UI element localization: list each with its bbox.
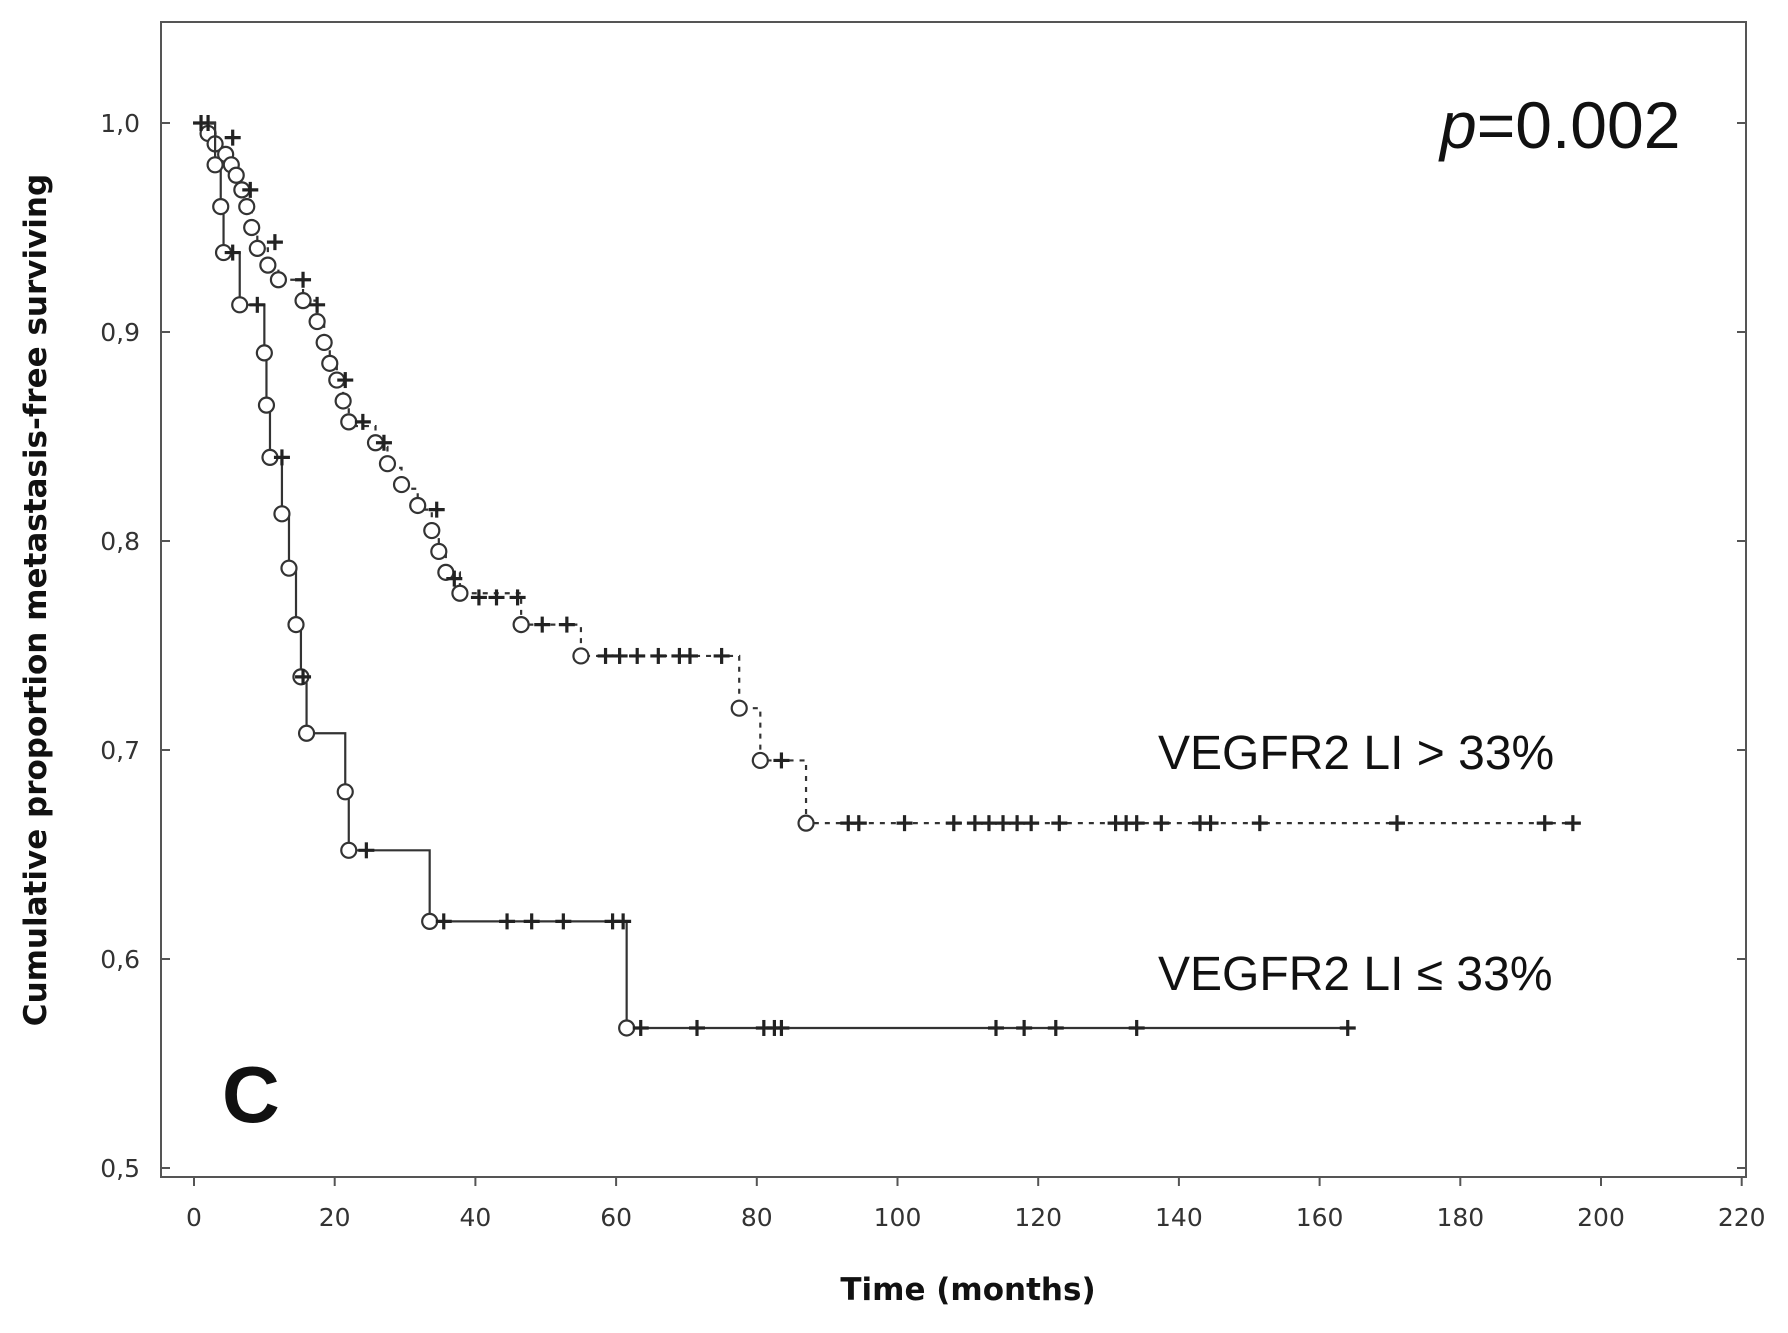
event-marker xyxy=(430,542,448,561)
x-tick-label: 40 xyxy=(459,1203,491,1232)
y-tick-label: 0,8 xyxy=(100,527,140,556)
event-marker xyxy=(409,496,427,515)
event-marker xyxy=(572,647,590,665)
x-tick-label: 0 xyxy=(186,1203,202,1232)
event-marker xyxy=(392,475,411,494)
y-tick-label: 0,7 xyxy=(100,736,140,765)
event-marker xyxy=(269,271,288,289)
event-marker xyxy=(321,354,339,372)
event-marker xyxy=(751,751,769,770)
panel-label: C xyxy=(222,1050,280,1139)
series-layer xyxy=(193,115,1581,1037)
x-tick-label: 100 xyxy=(874,1203,922,1232)
event-marker xyxy=(273,505,291,523)
x-tick-label: 200 xyxy=(1577,1203,1625,1232)
event-marker xyxy=(206,156,224,174)
x-tick-label: 180 xyxy=(1436,1203,1484,1232)
event-marker xyxy=(259,256,277,274)
x-tick-label: 20 xyxy=(319,1203,351,1232)
event-marker xyxy=(797,814,815,832)
event-marker xyxy=(421,912,439,930)
y-tick-label: 0,6 xyxy=(100,945,140,974)
y-tick-label: 0,9 xyxy=(100,318,140,347)
x-tick-label: 60 xyxy=(600,1203,632,1232)
event-marker xyxy=(378,455,397,473)
event-marker xyxy=(423,521,441,540)
p-value-text: =0.002 xyxy=(1477,88,1681,162)
event-marker xyxy=(336,783,354,801)
event-marker xyxy=(315,333,333,352)
x-axis: 0 20 40 60 80 100 120 140 160 180 200 220 xyxy=(186,1177,1766,1232)
series-label-high: VEGFR2 LI > 33% xyxy=(1158,727,1554,780)
event-marker xyxy=(618,1019,636,1037)
event-marker xyxy=(257,396,276,414)
event-marker xyxy=(227,166,245,184)
event-marker xyxy=(340,841,358,859)
event-marker xyxy=(238,198,256,216)
event-marker xyxy=(248,239,266,257)
event-marker xyxy=(231,296,249,314)
series-1 xyxy=(193,115,1356,1037)
event-marker xyxy=(280,559,298,577)
event-marker xyxy=(255,344,273,362)
event-marker xyxy=(308,312,326,331)
series-0 xyxy=(194,115,1581,832)
y-tick-label: 0,5 xyxy=(100,1154,140,1183)
event-marker xyxy=(730,699,748,717)
x-tick-label: 120 xyxy=(1014,1203,1062,1232)
event-marker xyxy=(212,198,230,216)
p-value-annotation: p=0.002 xyxy=(1438,88,1680,162)
p-value-symbol: p xyxy=(1438,88,1477,162)
x-tick-label: 220 xyxy=(1718,1203,1766,1232)
event-marker xyxy=(243,218,261,237)
event-marker xyxy=(287,615,305,634)
x-tick-label: 140 xyxy=(1155,1203,1203,1232)
series-label-low: VEGFR2 LI ≤ 33% xyxy=(1158,948,1553,1001)
event-marker xyxy=(297,724,316,742)
x-tick-label: 80 xyxy=(741,1203,773,1232)
event-marker xyxy=(334,392,352,410)
event-marker xyxy=(340,413,358,431)
y-axis: 0,5 0,6 0,7 0,8 0,9 1,0 xyxy=(100,109,1746,1183)
x-tick-label: 160 xyxy=(1296,1203,1344,1232)
x-axis-title: Time (months) xyxy=(840,1272,1095,1308)
y-tick-label: 1,0 xyxy=(100,109,140,138)
event-marker xyxy=(512,615,530,634)
event-marker xyxy=(294,292,312,310)
event-marker xyxy=(451,584,469,602)
plot-frame xyxy=(160,21,1747,1178)
y-axis-title: Cumulative proportion metastasis-free su… xyxy=(18,174,54,1026)
